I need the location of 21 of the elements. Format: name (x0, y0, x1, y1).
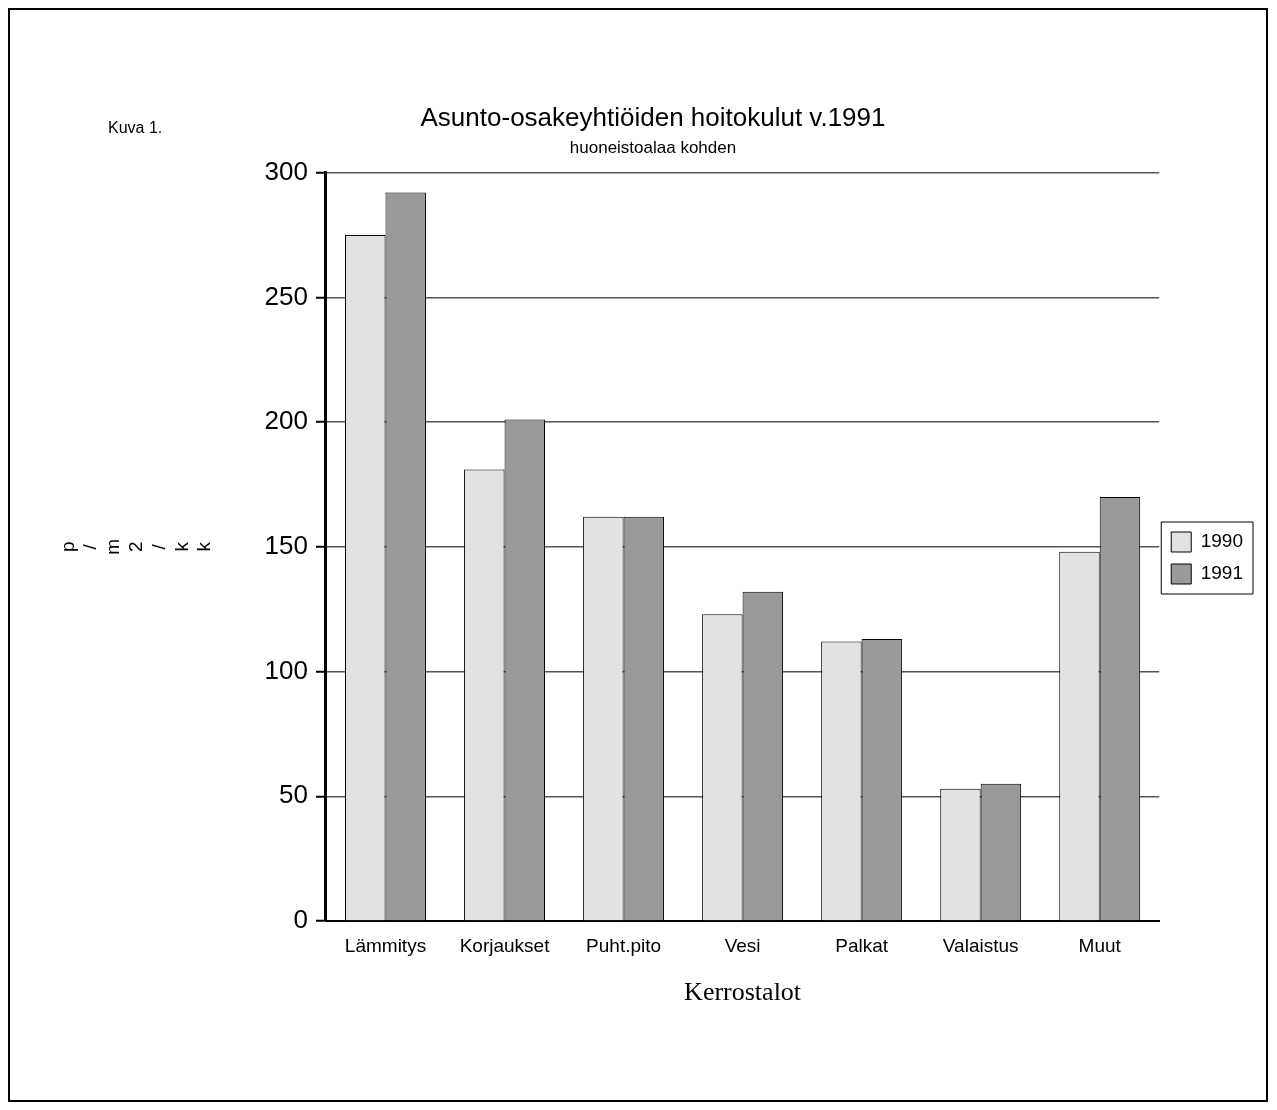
x-tick-label: Puht.pito (586, 934, 662, 956)
y-tick-label: 150 (264, 529, 308, 560)
x-tick-label: Muut (1078, 934, 1122, 956)
x-tick-label: Lämmitys (344, 934, 427, 956)
y-tick-label: 0 (293, 904, 308, 935)
x-tick-label: Korjaukset (459, 934, 551, 956)
x-tick-label: Valaistus (942, 934, 1019, 956)
text: Kuva 1. (108, 119, 163, 137)
y-tick-label: 100 (264, 654, 308, 685)
chart-subtitle: huoneistoalaa kohden (569, 138, 737, 158)
y-tick-label: 300 (264, 155, 308, 186)
y-tick-label: 200 (264, 405, 308, 436)
x-tick-label: Vesi (724, 934, 761, 956)
y-tick-label: 50 (279, 779, 308, 810)
y-axis-title: p/m2/kk (56, 538, 215, 555)
y-tick-label: 250 (264, 280, 308, 311)
legend-label: 1990 (1200, 530, 1244, 552)
x-tick-label: Palkat (835, 934, 889, 956)
chart-title: Asunto-osakeyhtiöiden hoitokulut v.1991 (420, 101, 886, 132)
x-axis-title: Kerrostalot (684, 977, 802, 1007)
legend-label: 1991 (1200, 562, 1244, 584)
